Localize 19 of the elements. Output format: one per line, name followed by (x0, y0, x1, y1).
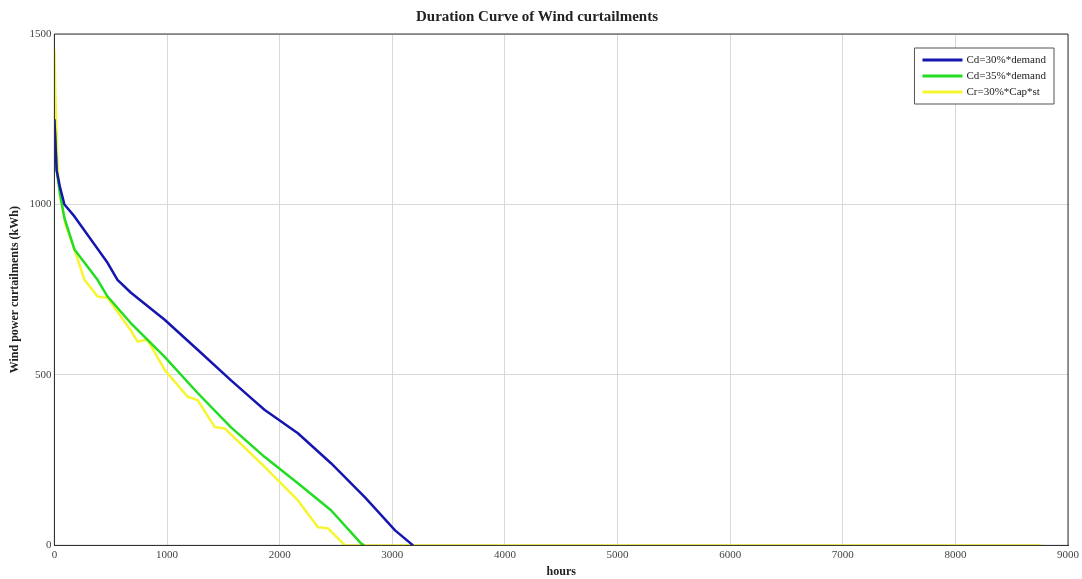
legend-label: Cd=30%*demand (966, 52, 1047, 65)
x-tick-label: 5000 (606, 547, 630, 560)
legend-label: Cd=35%*demand (966, 68, 1047, 81)
x-tick-label: 8000 (944, 547, 967, 560)
x-tick-label: 6000 (719, 547, 742, 560)
chart-title: Duration Curve of Wind curtailments (416, 7, 659, 24)
y-tick-label: 0 (45, 538, 52, 551)
x-tick-label: 4000 (493, 547, 517, 560)
x-tick-label: 3000 (381, 547, 404, 560)
legend-label: Cr=30%*Cap*st (966, 84, 1040, 97)
x-tick-label: 9000 (1057, 547, 1080, 560)
y-tick-label: 500 (34, 367, 52, 380)
y-tick-label: 1500 (29, 26, 52, 39)
y-tick-label: 1000 (29, 197, 52, 210)
x-tick-label: 1000 (156, 547, 179, 560)
x-axis-title: hours (546, 563, 577, 578)
x-tick-label: 7000 (831, 547, 855, 560)
y-axis-title: Wind power curtailments (kWh) (7, 206, 22, 374)
x-tick-label: 2000 (268, 547, 292, 560)
